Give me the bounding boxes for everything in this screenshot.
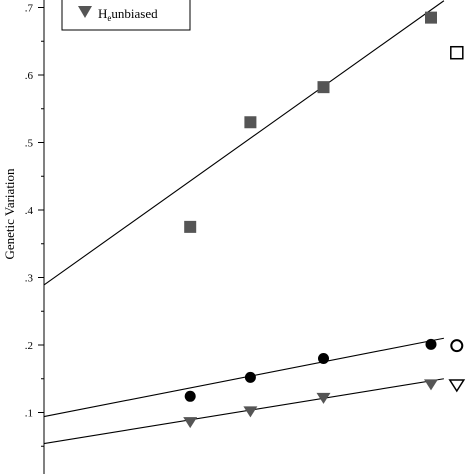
marker-layer	[183, 11, 466, 429]
trend-line-square	[43, 0, 445, 286]
y-axis-title: Genetic Variation	[2, 168, 17, 260]
legend: Heunbiased	[61, 0, 191, 31]
y-tick-label: .3	[25, 273, 34, 285]
axis-layer: .1 .2 .3 .4 .5 .6 .7	[25, 0, 45, 474]
data-point-triangle-down	[424, 379, 438, 391]
open-data-point-square	[450, 45, 464, 60]
data-point-square	[244, 116, 257, 129]
y-tick-label: .7	[25, 3, 34, 15]
trend-line-triangle-down	[43, 378, 444, 445]
data-point-triangle-down	[316, 392, 331, 404]
y-tick-label: .4	[25, 205, 34, 217]
legend-label-rest: unbiased	[111, 6, 158, 21]
data-point-circle	[184, 390, 196, 402]
legend-label-main: H	[98, 6, 107, 21]
y-tick-label: .1	[25, 408, 33, 420]
trend-line-circle	[43, 337, 445, 418]
y-tick-label: .2	[25, 340, 33, 352]
data-point-square	[317, 81, 330, 94]
trend-line-layer	[43, 0, 445, 445]
legend-triangle-down-icon	[78, 6, 92, 18]
data-point-triangle-down	[243, 406, 258, 418]
data-point-square	[184, 220, 197, 233]
data-point-circle	[244, 371, 256, 383]
legend-label-subscript: e	[107, 13, 111, 23]
open-data-point-circle	[450, 339, 464, 353]
data-point-square	[425, 11, 437, 24]
data-point-circle	[318, 353, 329, 364]
y-tick-label: .6	[25, 70, 34, 82]
data-point-circle	[425, 338, 437, 350]
data-point-triangle-down	[183, 417, 198, 429]
open-data-point-triangle-down	[448, 379, 466, 393]
legend-label: Heunbiased	[98, 6, 158, 23]
y-tick-label: .5	[25, 138, 34, 150]
